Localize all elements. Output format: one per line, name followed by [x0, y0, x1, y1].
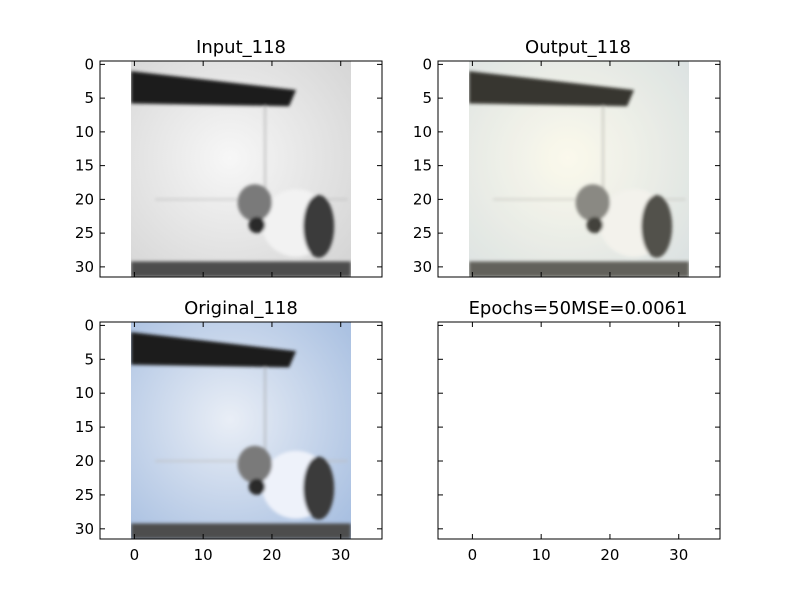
axis-ticks: 0 5 10 15 20 25 30: [75, 55, 382, 277]
subplot-title: Original_118: [184, 298, 298, 319]
axis-ticks: 0 5 10 15 20 25 30: [413, 55, 720, 277]
image-blurred-layer: [130, 71, 352, 277]
y-tick-label: 15: [75, 157, 94, 175]
axes-frame: [437, 321, 721, 540]
roof-shape: [130, 332, 297, 368]
y-tick-label: 15: [75, 418, 94, 436]
axes-frame: [437, 60, 721, 278]
cat-head: [575, 184, 610, 222]
roof-shape: [468, 71, 635, 107]
y-tick-label: 0: [84, 55, 94, 73]
image-input: [130, 61, 352, 277]
y-tick-label: 30: [75, 258, 94, 276]
cat-back: [641, 194, 673, 258]
subplot-output: Output_118 0 5 10 15 20 25 30: [413, 37, 721, 278]
y-tick-label: 15: [413, 157, 432, 175]
x-tick-label: 20: [262, 546, 281, 564]
axes-frame: [99, 321, 383, 540]
subplot-title: Output_118: [525, 37, 631, 58]
y-tick-label: 10: [75, 123, 94, 141]
y-tick-label: 0: [422, 55, 432, 73]
x-tick-label: 30: [331, 546, 350, 564]
y-tick-label: 25: [413, 224, 432, 242]
floor-shape: [468, 261, 690, 277]
cat-head: [237, 445, 272, 484]
axis-ticks: 0 10 20 30: [438, 322, 720, 564]
roof-shape: [130, 71, 297, 107]
x-tick-label: 10: [194, 546, 213, 564]
floor-shape: [130, 261, 352, 277]
y-tick-label: 5: [84, 89, 94, 107]
x-tick-label: 0: [468, 546, 478, 564]
y-tick-label: 20: [75, 452, 94, 470]
warm-tint: [468, 61, 690, 277]
image-original: [130, 322, 352, 539]
image-content: [468, 61, 690, 277]
y-tick-label: 30: [413, 258, 432, 276]
y-tick-label: 25: [75, 224, 94, 242]
subplot-title: Input_118: [196, 37, 286, 58]
floor-shape: [130, 523, 352, 539]
cat-chin: [248, 216, 266, 234]
cat-chin: [248, 478, 266, 495]
image-blurred-layer: [130, 332, 352, 539]
y-tick-label: 20: [75, 190, 94, 208]
cat-back: [303, 194, 335, 258]
subplot-original: Original_118 0 5 10 15 20 25 30 0 10 20 30: [75, 298, 383, 564]
axes-frame: [99, 60, 383, 278]
subplot-metrics: Epochs=50MSE=0.0061 0 10 20 30: [437, 298, 721, 564]
image-output: [468, 61, 690, 277]
subplot-title: Epochs=50MSE=0.0061: [469, 298, 688, 319]
y-tick-label: 0: [84, 316, 94, 334]
x-tick-label: 10: [532, 546, 551, 564]
x-tick-label: 0: [130, 546, 140, 564]
y-tick-label: 10: [75, 384, 94, 402]
image-content: [130, 61, 352, 277]
y-tick-label: 10: [413, 123, 432, 141]
cat-head: [237, 184, 272, 222]
image-content: [130, 322, 352, 539]
y-tick-label: 25: [75, 486, 94, 504]
y-tick-label: 20: [413, 190, 432, 208]
x-tick-label: 30: [669, 546, 688, 564]
cat-back: [303, 456, 335, 520]
y-tick-label: 5: [422, 89, 432, 107]
cat-chin: [586, 216, 604, 234]
subplot-input: Input_118 0 5 10 15 20 25 30: [75, 37, 383, 278]
axis-ticks: 0 5 10 15 20 25 30 0 10 20 30: [75, 316, 382, 564]
y-tick-label: 30: [75, 520, 94, 538]
x-tick-label: 20: [600, 546, 619, 564]
y-tick-label: 5: [84, 350, 94, 368]
image-blurred-layer: [468, 71, 690, 277]
